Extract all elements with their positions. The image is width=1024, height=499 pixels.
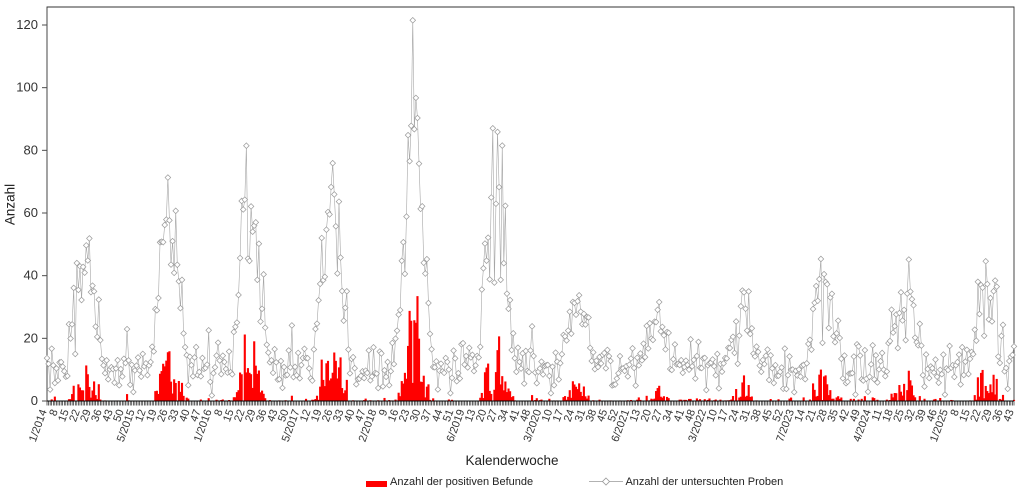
svg-text:120: 120 — [16, 17, 38, 32]
svg-text:100: 100 — [16, 80, 38, 95]
svg-text:20: 20 — [24, 330, 38, 345]
svg-text:43: 43 — [1001, 408, 1016, 424]
svg-text:0: 0 — [31, 393, 38, 408]
svg-text:1/2014: 1/2014 — [27, 408, 50, 444]
svg-text:40: 40 — [24, 268, 38, 283]
svg-text:60: 60 — [24, 205, 38, 220]
svg-text:80: 80 — [24, 142, 38, 157]
